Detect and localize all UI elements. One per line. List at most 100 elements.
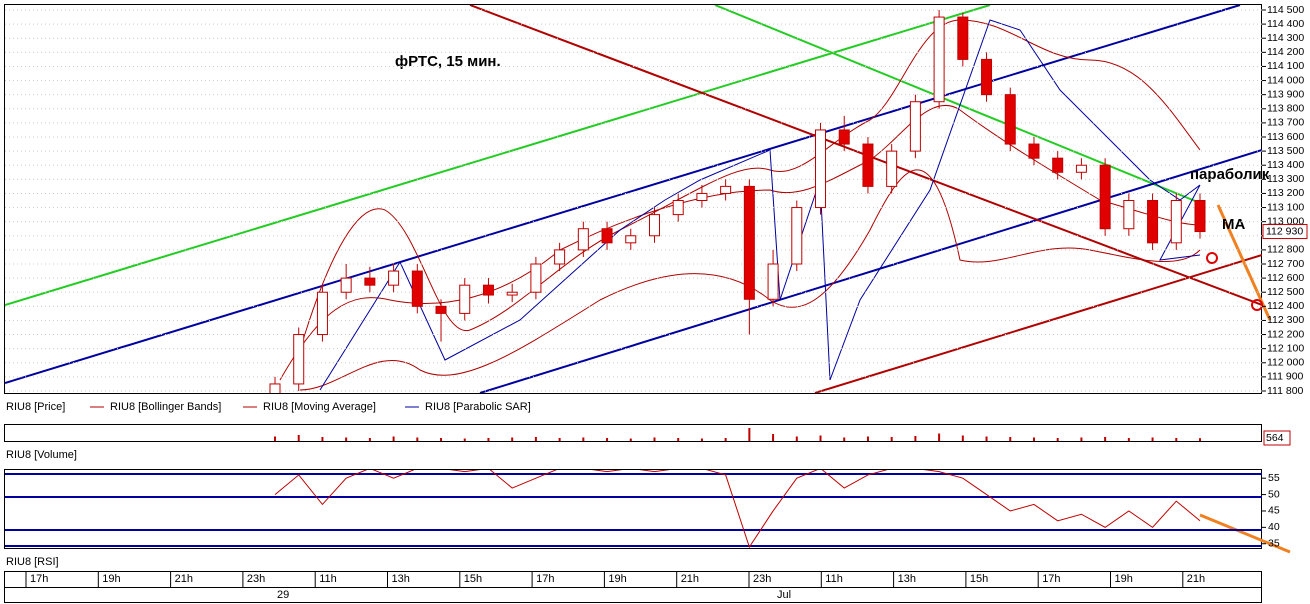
candle-body: [886, 150, 898, 187]
volume-bar: [1104, 437, 1107, 441]
volume-bar: [985, 436, 988, 441]
volume-bar: [748, 428, 751, 441]
candle-body: [1194, 200, 1206, 233]
volume-bar: [534, 437, 537, 441]
candle-body: [933, 16, 945, 103]
volume-bar: [677, 438, 680, 441]
rsi-tick-label: 45: [1268, 505, 1280, 517]
volume-bar: [511, 437, 514, 441]
candle-body: [815, 129, 827, 209]
candle-body: [743, 185, 755, 300]
last-price-label: 112 930: [1266, 225, 1303, 237]
legend-item: RIU8 [Price]: [6, 401, 65, 413]
volume-bar: [914, 436, 917, 441]
volume-panel: [4, 424, 1262, 442]
candle-body: [364, 277, 376, 286]
volume-bar: [1056, 438, 1059, 441]
y-tick-label: 113 500: [1267, 145, 1304, 157]
volume-bar: [1199, 438, 1201, 441]
x-tick-label: 23h: [247, 573, 265, 585]
x-tick-label: 21h: [175, 573, 193, 585]
x-tick-label: 23h: [753, 573, 771, 585]
y-tick-label: 114 500: [1267, 4, 1304, 16]
volume-bar: [392, 436, 395, 441]
x-tick-label: 17h: [1042, 573, 1060, 585]
rsi-tick-label: 35: [1268, 538, 1280, 550]
y-tick-label: 113 600: [1267, 131, 1304, 143]
volume-bar: [961, 435, 964, 441]
date-label: 29: [277, 589, 289, 601]
candle-body: [316, 291, 328, 336]
y-tick-label: 112 000: [1267, 357, 1304, 369]
rsi-panel: [4, 469, 1262, 549]
volume-bar: [606, 438, 609, 441]
x-tick-label: 15h: [464, 573, 482, 585]
candle-body: [981, 58, 993, 96]
x-tick-label: 15h: [970, 573, 988, 585]
candle-body: [1123, 200, 1135, 230]
candle-body: [1075, 164, 1087, 173]
legend-item: RIU8 [Moving Average]: [263, 401, 376, 413]
x-tick-label: 21h: [681, 573, 699, 585]
y-tick-label: 113 200: [1267, 187, 1304, 199]
volume-last-box: [1263, 430, 1291, 446]
candle-body: [506, 291, 518, 296]
volume-bar: [700, 438, 703, 441]
y-tick-label: 112 600: [1267, 272, 1304, 284]
forecast-arrow: [1216, 204, 1272, 321]
y-tick-label: 114 200: [1267, 46, 1304, 58]
y-tick-label: 112 800: [1267, 244, 1304, 256]
volume-bar: [1175, 438, 1178, 441]
x-tick-label: 19h: [1115, 573, 1133, 585]
y-tick-label: 113 400: [1267, 159, 1304, 171]
rsi-tick-label: 55: [1268, 472, 1280, 484]
candle-body: [554, 249, 566, 265]
rsi-tick-label: 50: [1268, 488, 1280, 500]
candle-body: [767, 263, 779, 300]
annotation: MA: [1222, 216, 1245, 233]
volume-bar: [558, 438, 561, 441]
legend-item: RIU8 [Bollinger Bands]: [110, 401, 221, 413]
x-tick-label: 17h: [30, 573, 48, 585]
annotation: параболик: [1190, 166, 1270, 183]
y-tick-label: 114 300: [1267, 32, 1304, 44]
volume-bar: [795, 436, 798, 441]
candle-body: [459, 284, 471, 314]
volume-bar: [368, 438, 371, 441]
y-tick-label: 113 100: [1267, 201, 1304, 213]
volume-bar: [274, 436, 276, 441]
volume-bar: [1127, 438, 1130, 441]
volume-bar: [463, 438, 466, 441]
volume-bar: [1032, 437, 1035, 441]
volume-bar: [938, 433, 941, 441]
volume-bar: [866, 436, 869, 441]
date-label: Jul: [777, 589, 791, 601]
y-tick-label: 114 100: [1267, 60, 1304, 72]
candle-body: [838, 129, 850, 145]
candle-body: [435, 305, 447, 314]
y-tick-label: 111 900: [1267, 371, 1304, 383]
candle-body: [1147, 200, 1159, 244]
rsi-line: [274, 470, 1201, 548]
y-tick-label: 112 400: [1267, 300, 1304, 312]
candle-body: [720, 185, 732, 194]
candle-body: [482, 284, 494, 296]
y-tick-label: 112 100: [1267, 342, 1304, 354]
y-tick-label: 114 000: [1267, 74, 1304, 86]
y-tick-label: 113 300: [1267, 173, 1304, 185]
volume-bar: [297, 435, 300, 441]
y-tick-label: 112 500: [1267, 286, 1304, 298]
y-tick-label: 113 800: [1267, 103, 1304, 115]
volume-bar: [487, 438, 490, 441]
volume-bar: [819, 435, 822, 441]
candle-body: [672, 200, 684, 216]
marker-circle: [1251, 299, 1263, 311]
price-panel: [4, 4, 1262, 394]
volume-bar: [1009, 437, 1012, 441]
candle-body: [957, 16, 969, 60]
x-tick-label: 17h: [536, 573, 554, 585]
trend-line: [5, 5, 1241, 384]
volume-last-label: 564: [1266, 432, 1284, 444]
legend-item: RIU8 [Parabolic SAR]: [425, 401, 531, 413]
y-tick-label: 113 700: [1267, 117, 1304, 129]
